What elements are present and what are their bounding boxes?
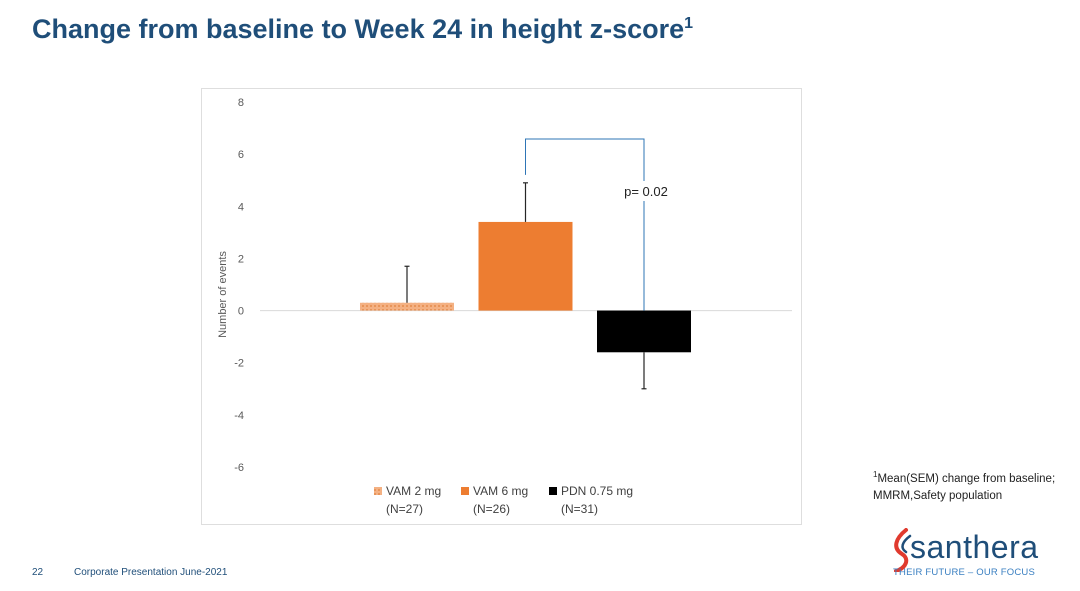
y-tick-label: 6 xyxy=(238,149,244,161)
y-axis-label: Number of events xyxy=(217,251,229,338)
y-tick-label: -2 xyxy=(234,358,244,370)
y-tick-label: 0 xyxy=(238,306,244,318)
footnote: 1Mean(SEM) change from baseline; MMRM,Sa… xyxy=(873,470,1056,502)
legend-swatch-3 xyxy=(549,487,557,495)
slide-title: Change from baseline to Week 24 in heigh… xyxy=(32,14,694,44)
legend-label-3: PDN 0.75 mg xyxy=(561,484,633,498)
legend-n-3: (N=31) xyxy=(561,502,598,516)
bar-chart: 8 6 4 2 0 -2 -4 -6 Number of events p= 0.02 VAM 2 … xyxy=(217,97,792,516)
chart-frame: 8 6 4 2 0 -2 -4 -6 Number of events p= 0.02 VAM 2 … xyxy=(201,88,802,525)
y-tick-label: -4 xyxy=(234,410,244,422)
legend-swatch-1 xyxy=(374,487,382,495)
p-value-annotation: p= 0.02 xyxy=(624,184,668,199)
bar-2 xyxy=(478,221,573,311)
footer-text: Corporate Presentation June-2021 xyxy=(74,567,228,578)
logo-swoosh-icon xyxy=(894,528,912,572)
y-tick-label: 2 xyxy=(238,253,244,265)
bar-1 xyxy=(360,302,454,311)
bar-3 xyxy=(597,310,691,353)
title-footnote-marker: 1 xyxy=(684,15,694,32)
y-tick-label: -6 xyxy=(234,462,244,474)
legend-label-2: VAM 6 mg xyxy=(473,484,528,498)
legend-n-2: (N=26) xyxy=(473,502,510,516)
significance-bracket xyxy=(525,138,645,311)
legend-n-1: (N=27) xyxy=(386,502,423,516)
legend-swatch-2 xyxy=(461,487,469,495)
page-number: 22 xyxy=(32,567,44,578)
y-tick-label: 4 xyxy=(238,201,244,213)
logo-wordmark: santhera xyxy=(910,529,1039,565)
santhera-logo: santhera THEIR FUTURE – OUR FOCUS xyxy=(888,524,1068,580)
y-tick-label: 8 xyxy=(238,97,244,109)
logo-tagline: THEIR FUTURE – OUR FOCUS xyxy=(893,567,1036,578)
legend-label-1: VAM 2 mg xyxy=(386,484,441,498)
p-value-background xyxy=(620,181,672,201)
